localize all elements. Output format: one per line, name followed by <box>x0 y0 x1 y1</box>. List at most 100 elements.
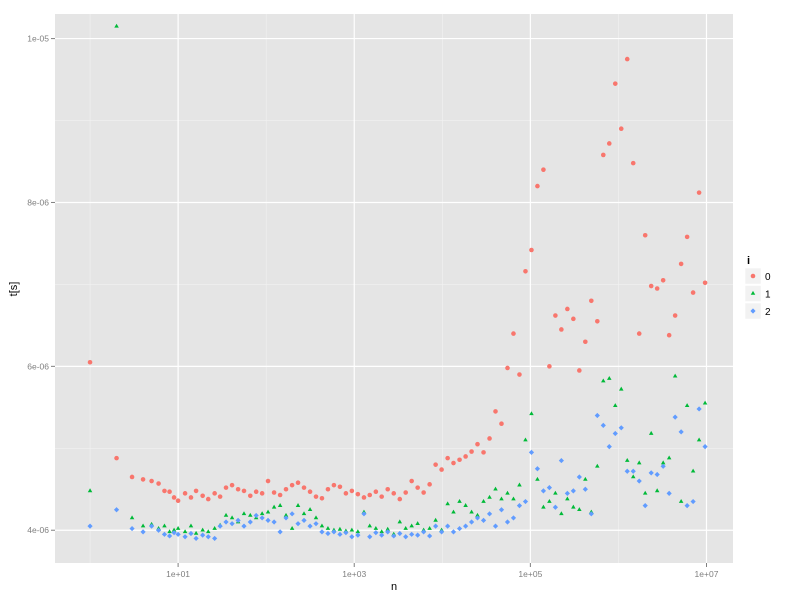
data-point <box>642 503 648 509</box>
data-point <box>343 491 349 496</box>
data-point <box>582 486 588 492</box>
axes: 1e+01 1e+03 1e+05 1e+07 4e-06 6e-06 8e-06 1e-05 <box>27 34 718 579</box>
data-point <box>289 525 295 530</box>
data-point <box>630 474 636 479</box>
data-point <box>558 457 564 464</box>
data-point <box>690 468 696 473</box>
data-point <box>397 530 403 537</box>
data-point <box>541 504 546 509</box>
data-point <box>325 525 331 530</box>
data-point <box>114 23 119 28</box>
data-point <box>319 529 325 535</box>
data-point <box>451 460 456 466</box>
x-axis-label: n <box>391 581 397 593</box>
data-point <box>505 490 510 495</box>
data-point <box>601 378 606 383</box>
data-point <box>654 286 660 291</box>
data-point <box>600 422 606 428</box>
data-point <box>636 460 642 465</box>
data-point <box>349 488 355 494</box>
data-point <box>295 503 301 507</box>
data-point <box>361 495 367 500</box>
data-point <box>636 331 642 336</box>
data-point <box>265 509 271 514</box>
data-point <box>439 529 445 535</box>
data-point <box>205 496 211 502</box>
legend-title: i <box>747 255 750 267</box>
data-point <box>427 525 432 530</box>
data-point <box>331 482 337 488</box>
data-point <box>182 529 188 534</box>
data-point <box>654 488 660 493</box>
data-point <box>265 478 271 484</box>
data-point <box>565 496 570 501</box>
data-point <box>212 535 218 542</box>
data-point <box>553 313 558 318</box>
y-tick-label: 6e-06 <box>27 361 49 371</box>
data-point <box>331 529 337 535</box>
data-point <box>612 430 618 437</box>
data-point <box>588 511 594 517</box>
data-point <box>481 450 486 455</box>
data-point <box>162 523 167 528</box>
y-axis-label: t[s] <box>8 282 20 297</box>
data-point <box>161 531 168 537</box>
data-point <box>355 491 361 497</box>
data-point <box>493 486 498 491</box>
data-point <box>259 515 265 521</box>
data-point <box>553 490 558 495</box>
data-point <box>148 523 155 529</box>
data-point <box>505 365 510 371</box>
data-point <box>223 519 229 525</box>
data-point <box>171 495 177 500</box>
data-point <box>337 526 343 531</box>
data-point <box>571 504 576 509</box>
data-point <box>600 152 606 158</box>
data-point <box>247 519 253 525</box>
data-point <box>113 507 120 513</box>
data-point <box>397 496 403 502</box>
data-point <box>140 529 146 535</box>
data-point <box>212 491 217 496</box>
data-point <box>613 403 618 407</box>
data-point <box>175 498 181 504</box>
data-point <box>445 523 451 529</box>
data-point <box>672 373 678 378</box>
data-point <box>456 525 463 532</box>
data-point <box>540 488 547 494</box>
data-point <box>271 490 277 495</box>
data-point <box>469 449 474 454</box>
data-point <box>445 501 450 506</box>
data-point <box>516 503 523 509</box>
data-point <box>156 481 161 486</box>
data-point <box>229 521 235 527</box>
data-point <box>583 476 588 481</box>
data-point <box>277 529 283 535</box>
data-point <box>618 126 624 132</box>
data-point <box>319 523 325 528</box>
data-point <box>409 531 415 537</box>
data-point <box>415 532 421 538</box>
data-point <box>140 523 146 528</box>
data-point <box>492 523 499 529</box>
data-point <box>385 486 391 492</box>
data-point <box>498 507 505 513</box>
data-point <box>162 488 167 494</box>
data-point <box>696 406 702 412</box>
data-point <box>325 486 331 492</box>
data-point <box>523 268 528 274</box>
data-point <box>283 515 289 521</box>
data-point <box>301 517 307 523</box>
data-point <box>642 490 648 495</box>
data-point <box>660 278 666 283</box>
data-point <box>175 525 181 530</box>
data-point <box>678 261 684 267</box>
data-point <box>421 529 427 535</box>
data-point <box>624 457 630 462</box>
data-point <box>241 511 247 516</box>
data-point <box>499 421 504 427</box>
data-point <box>481 498 486 503</box>
data-point <box>337 484 343 490</box>
data-point <box>612 81 618 86</box>
data-point <box>576 474 582 480</box>
